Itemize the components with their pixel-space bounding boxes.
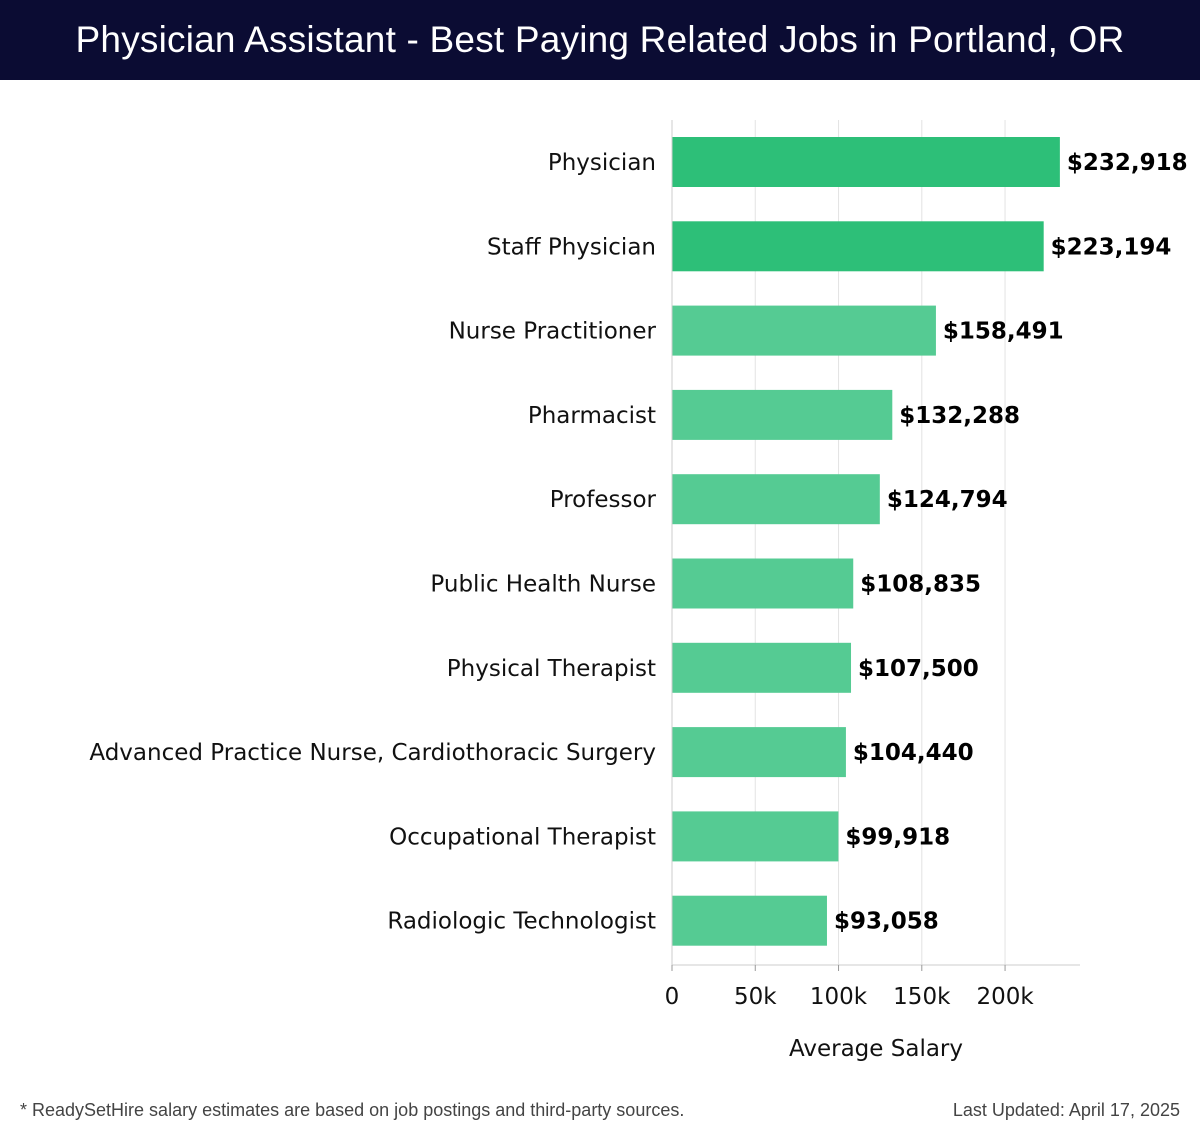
category-label: Radiologic Technologist (387, 909, 656, 935)
x-tick-label: 200k (976, 984, 1034, 1010)
value-label: $108,835 (860, 572, 981, 598)
bar (672, 137, 1060, 187)
value-label: $132,288 (899, 403, 1020, 429)
category-label: Professor (550, 487, 657, 513)
chart-title: Physician Assistant - Best Paying Relate… (75, 19, 1125, 60)
value-label: $223,194 (1051, 234, 1172, 260)
category-label: Advanced Practice Nurse, Cardiothoracic … (89, 740, 656, 766)
x-tick-label: 0 (665, 984, 680, 1010)
footer-note: * ReadySetHire salary estimates are base… (20, 1100, 685, 1120)
value-label: $107,500 (858, 656, 979, 682)
category-label: Nurse Practitioner (449, 319, 657, 345)
bar (672, 642, 852, 693)
bar (672, 474, 880, 525)
value-label: $93,058 (834, 909, 939, 935)
value-label: $232,918 (1067, 150, 1188, 176)
bar (672, 389, 893, 440)
value-label: $104,440 (853, 740, 974, 766)
category-label: Physical Therapist (447, 656, 656, 682)
category-label: Physician (548, 150, 656, 176)
x-axis-title: Average Salary (789, 1036, 963, 1062)
category-label: Public Health Nurse (430, 572, 656, 598)
bar (672, 558, 854, 609)
category-label: Staff Physician (487, 234, 656, 260)
last-updated: Last Updated: April 17, 2025 (952, 1100, 1180, 1120)
value-label: $99,918 (845, 824, 950, 850)
value-label: $124,794 (887, 487, 1008, 513)
bar (672, 221, 1044, 272)
x-tick-label: 150k (893, 984, 951, 1010)
x-tick-label: 100k (810, 984, 868, 1010)
value-label: $158,491 (943, 319, 1064, 345)
chart-title-banner: Physician Assistant - Best Paying Relate… (0, 0, 1200, 80)
bar (672, 811, 839, 862)
category-label: Pharmacist (528, 403, 656, 429)
bar (672, 727, 846, 778)
salary-bar-chart: Physician $232,918 Staff Physician $223,194… (89, 120, 1188, 1062)
bar (672, 895, 827, 946)
category-label: Occupational Therapist (389, 824, 656, 850)
bar (672, 305, 936, 356)
x-tick-label: 50k (734, 984, 777, 1010)
